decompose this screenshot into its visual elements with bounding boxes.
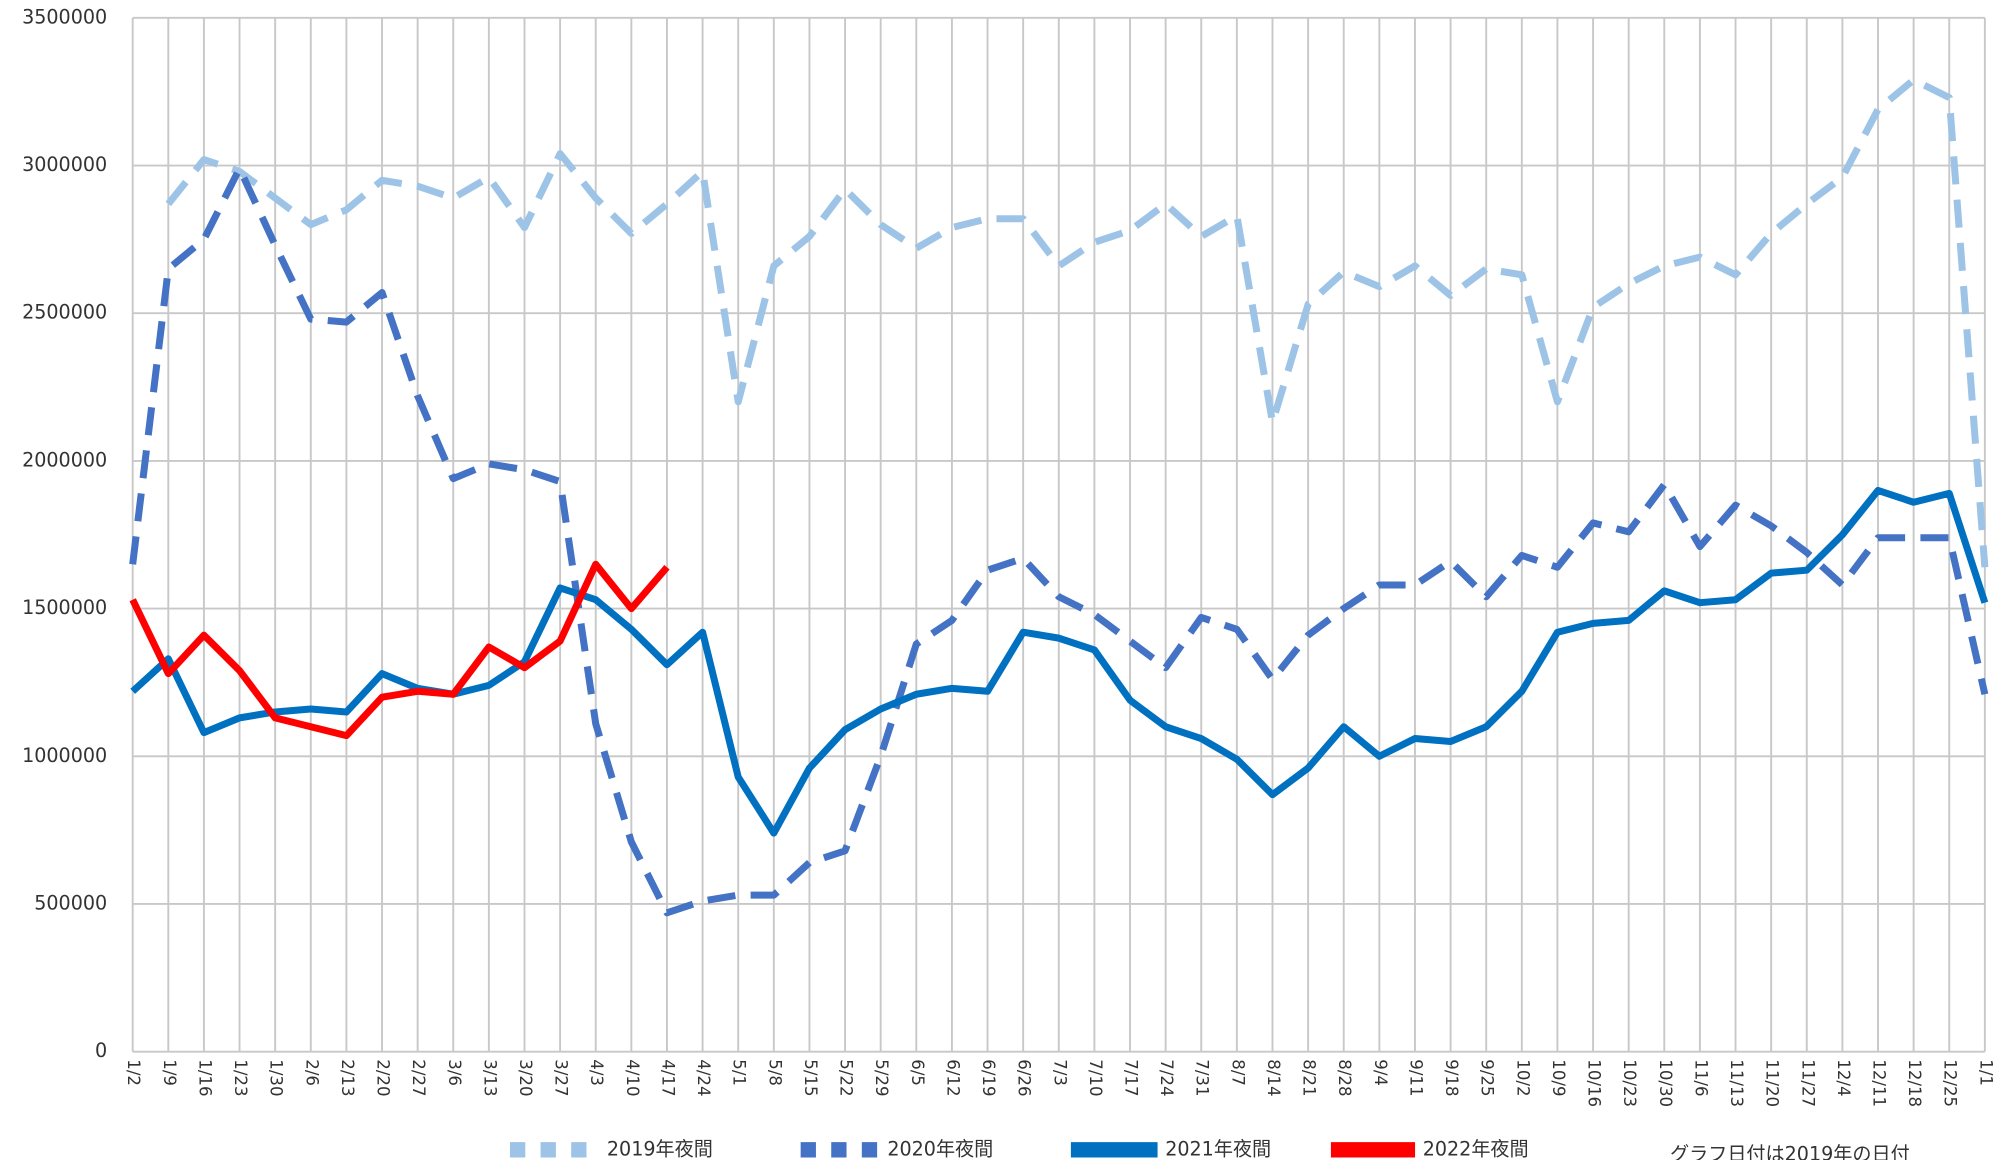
x-tick-label: 4/24 (694, 1059, 713, 1096)
legend-label: 2021年夜間 (1165, 1137, 1271, 1160)
y-tick-label: 1000000 (22, 744, 107, 767)
legend-label: 2020年夜間 (887, 1137, 993, 1160)
x-tick-label: 4/3 (587, 1059, 606, 1086)
x-tick-label: 10/2 (1513, 1059, 1532, 1096)
y-tick-label: 1500000 (22, 596, 107, 619)
x-tick-label: 12/11 (1870, 1059, 1889, 1107)
x-tick-label: 2/13 (338, 1059, 357, 1096)
annotation: グラフ日付は2019年の日付 (1670, 1142, 1910, 1160)
x-tick-label: 10/16 (1585, 1059, 1604, 1107)
x-tick-label: 5/22 (837, 1059, 856, 1096)
x-tick-label: 3/20 (516, 1059, 535, 1096)
x-tick-label: 6/12 (943, 1059, 962, 1096)
x-tick-label: 6/5 (908, 1059, 927, 1086)
x-tick-label: 9/4 (1371, 1059, 1390, 1086)
x-tick-label: 11/27 (1798, 1059, 1817, 1107)
x-tick-label: 2/27 (409, 1059, 428, 1096)
y-tick-label: 2500000 (22, 301, 107, 324)
x-tick-label: 11/20 (1763, 1059, 1782, 1107)
x-tick-label: 7/24 (1157, 1059, 1176, 1096)
x-tick-label: 10/30 (1656, 1059, 1675, 1107)
x-tick-label: 3/27 (552, 1059, 571, 1096)
x-tick-label: 2/6 (302, 1059, 321, 1086)
x-tick-label: 1/16 (195, 1059, 214, 1096)
series-line (165, 76, 1989, 568)
y-tick-label: 3000000 (22, 153, 107, 176)
x-tick-label: 5/8 (765, 1059, 784, 1086)
x-tick-label: 9/25 (1478, 1059, 1497, 1096)
x-tick-label: 3/13 (480, 1059, 499, 1096)
y-tick-label: 3500000 (22, 5, 107, 28)
y-tick-label: 0 (95, 1039, 107, 1062)
x-tick-label: 1/30 (267, 1059, 286, 1096)
x-tick-label: 5/29 (872, 1059, 891, 1096)
x-tick-label: 7/10 (1086, 1059, 1105, 1096)
x-tick-label: 10/23 (1620, 1059, 1639, 1107)
x-tick-label: 6/19 (979, 1059, 998, 1096)
x-tick-label: 8/28 (1335, 1059, 1354, 1096)
x-tick-label: 3/6 (445, 1059, 464, 1086)
x-tick-label: 4/10 (623, 1059, 642, 1096)
x-tick-label: 12/25 (1941, 1059, 1960, 1107)
x-tick-label: 7/31 (1193, 1059, 1212, 1096)
x-tick-label: 9/11 (1406, 1059, 1425, 1096)
x-tick-label: 11/6 (1691, 1059, 1710, 1096)
x-tick-label: 8/14 (1264, 1059, 1283, 1096)
series-line (129, 560, 670, 740)
x-tick-label: 1/1 (1976, 1059, 1995, 1086)
x-tick-label: 2/20 (374, 1059, 393, 1096)
x-tick-label: 1/23 (231, 1059, 250, 1096)
x-tick-label: 5/1 (730, 1059, 749, 1086)
x-tick-label: 1/9 (160, 1059, 179, 1086)
x-tick-label: 12/18 (1905, 1059, 1924, 1107)
series-line (129, 164, 1989, 917)
legend-label: 2019年夜間 (607, 1137, 713, 1160)
x-tick-label: 1/2 (124, 1059, 143, 1086)
x-tick-label: 11/13 (1727, 1059, 1746, 1107)
legend-label: 2022年夜間 (1423, 1137, 1529, 1160)
x-tick-label: 5/15 (801, 1059, 820, 1096)
x-tick-label: 9/18 (1442, 1059, 1461, 1096)
x-tick-label: 4/17 (658, 1059, 677, 1096)
x-tick-label: 7/3 (1050, 1059, 1069, 1086)
x-tick-label: 12/4 (1834, 1059, 1853, 1096)
y-tick-label: 500000 (34, 891, 107, 914)
x-tick-label: 8/7 (1228, 1059, 1247, 1086)
x-tick-label: 8/21 (1300, 1059, 1319, 1096)
y-tick-label: 2000000 (22, 448, 107, 471)
x-tick-label: 10/9 (1549, 1059, 1568, 1096)
x-tick-label: 7/17 (1122, 1059, 1141, 1096)
x-tick-label: 6/26 (1015, 1059, 1034, 1096)
